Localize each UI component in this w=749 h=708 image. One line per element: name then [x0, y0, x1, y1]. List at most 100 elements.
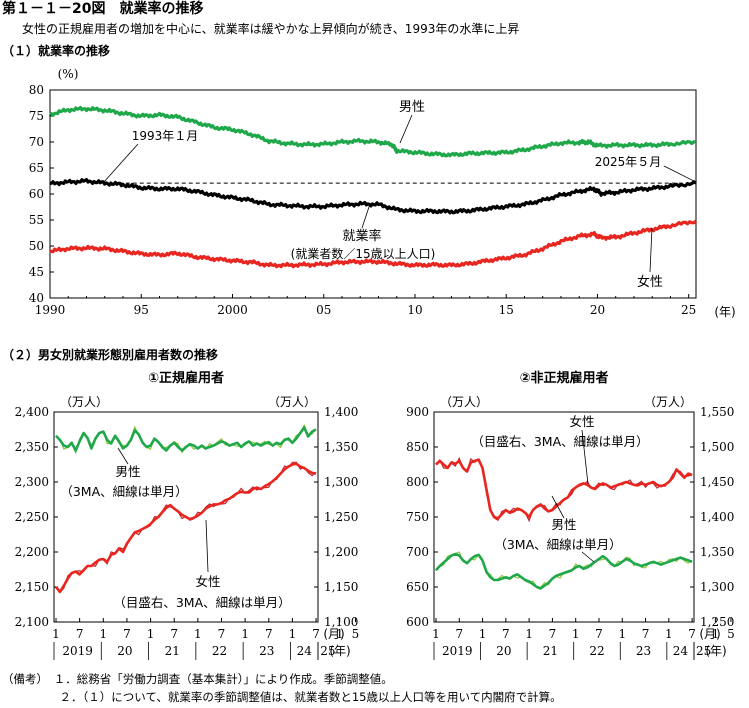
left-tick-label-3: 2,250	[15, 510, 49, 524]
left-tick-label-6: 900	[406, 405, 429, 419]
year-label-5: 24	[673, 644, 689, 658]
annotation-rate-pointer	[361, 203, 371, 229]
month-label-4: 1	[525, 627, 533, 641]
x-tick-label-7: 25	[681, 303, 696, 317]
annotation-pointer-3	[581, 551, 595, 563]
rate-series-line	[49, 177, 697, 215]
annotation-female-pointer	[649, 227, 653, 273]
month-label-7: 7	[595, 627, 603, 641]
x-tick-label-3: 05	[316, 303, 331, 317]
nonregular-employees-chart: ②非正規雇用者 （万人） （万人） 600 650 700 750 800 850 900 1,25…	[406, 370, 735, 660]
annotation-male: 男性	[399, 100, 425, 115]
left-axis-unit: （万人）	[440, 395, 488, 409]
month-label-6: 1	[194, 627, 202, 641]
right-tick-label-5: 1,350	[324, 440, 358, 454]
y-tick-label-8: 80	[29, 83, 44, 97]
left-tick-label-2: 700	[406, 545, 429, 559]
annotation-1993-jan-pointer	[104, 143, 139, 182]
annotation-1993-jan: 1993年１月	[132, 129, 199, 143]
month-label-13: 5	[727, 627, 735, 641]
female-series-line	[49, 219, 698, 269]
annotation-pointer-0	[117, 447, 129, 465]
female-3ma-line	[435, 458, 693, 520]
annotation-2025-may-pointer	[663, 165, 695, 182]
annotation-rate: 就業率	[342, 228, 381, 244]
month-label-8: 1	[618, 627, 626, 641]
month-label-4: 1	[147, 627, 155, 641]
female-3ma-line	[54, 462, 317, 594]
y-tick-label-4: 60	[29, 187, 44, 201]
month-label-11: 7	[312, 627, 320, 641]
right-tick-label-6: 1,550	[700, 405, 734, 419]
year-label-4: 23	[636, 644, 651, 658]
year-label-2: 21	[543, 644, 558, 658]
month-label-0: 1	[52, 627, 60, 641]
annotation-1: （目盛右、3MA、細線は単月）	[471, 434, 648, 449]
left-tick-label-4: 2,300	[15, 475, 49, 489]
section1-title: （１）就業率の推移	[2, 44, 111, 58]
x-tick-label-0: 1990	[35, 303, 66, 317]
page-title: 第１－１－20図 就業率の推移	[2, 1, 204, 17]
x-tick-label-4: 10	[407, 303, 422, 317]
y-tick-label-5: 65	[29, 161, 44, 175]
year-label-3: 22	[212, 644, 227, 658]
left-tick-label-6: 2,400	[15, 405, 49, 419]
left-tick-label-1: 2,150	[15, 580, 49, 594]
year-label-1: 20	[496, 644, 511, 658]
right-tick-label-0: 1,100	[324, 615, 358, 629]
left-axis-unit: （万人）	[60, 395, 108, 409]
month-label-6: 1	[572, 627, 580, 641]
month-label-10: 1	[289, 627, 297, 641]
right-axis-unit: （万人）	[644, 395, 692, 409]
annotation-rate-definition: (就業者数／15歳以上人口)	[291, 246, 436, 261]
year-label-0: 2019	[62, 644, 93, 658]
annotation-pointer-2	[205, 519, 209, 573]
y-tick-label-3: 55	[29, 213, 44, 227]
y-axis-unit: (%)	[58, 67, 79, 81]
male-series-line	[49, 105, 697, 158]
year-label-2: 21	[165, 644, 180, 658]
annotation-3: （3MA、細線は単月）	[494, 537, 621, 552]
month-label-0: 1	[432, 627, 440, 641]
month-label-1: 7	[455, 627, 463, 641]
year-unit: (年)	[329, 644, 350, 658]
right-tick-label-1: 1,150	[324, 580, 358, 594]
annotation-2: 女性	[195, 574, 220, 589]
annotation-0: 男性	[115, 464, 140, 479]
month-label-1: 7	[76, 627, 84, 641]
year-label-3: 22	[589, 644, 604, 658]
annotation-male-pointer	[399, 114, 413, 144]
right-tick-label-1: 1,300	[700, 580, 734, 594]
year-unit: (年)	[705, 644, 726, 658]
right-tick-label-0: 1,250	[700, 615, 734, 629]
left-tick-label-1: 650	[406, 580, 429, 594]
note-2: ２．（１）について、就業率の季節調整値は、就業者数と15歳以上人口等を用いて内閣…	[2, 690, 562, 704]
annotation-0: 女性	[569, 414, 594, 429]
left-tick-label-4: 800	[406, 475, 429, 489]
month-label-9: 7	[265, 627, 273, 641]
annotation-2: 男性	[551, 517, 576, 532]
x-tick-label-2: 2000	[217, 303, 248, 317]
x-tick-label-5: 15	[499, 303, 514, 317]
month-label-5: 7	[549, 627, 557, 641]
male-3ma-line	[434, 552, 693, 590]
annotation-2025-may: 2025年５月	[595, 155, 662, 169]
right-tick-label-3: 1,400	[700, 510, 734, 524]
left-tick-label-5: 2,350	[15, 440, 49, 454]
left-tick-label-3: 750	[406, 510, 429, 524]
note-1: （備考） １．総務省「労働力調査（基本集計）」により作成。季節調整値。	[2, 672, 393, 686]
y-tick-label-0: 40	[29, 291, 44, 305]
left-tick-label-5: 850	[406, 440, 429, 454]
month-label-8: 1	[241, 627, 249, 641]
x-tick-label-6: 20	[590, 303, 605, 317]
month-label-13: 5	[352, 627, 360, 641]
year-label-0: 2019	[442, 644, 473, 658]
month-label-7: 7	[218, 627, 226, 641]
annotation-3: （目盛右、3MA、細線は単月）	[113, 595, 290, 610]
year-label-5: 24	[297, 644, 313, 658]
y-tick-label-2: 50	[29, 239, 44, 253]
male-3ma-line	[55, 426, 317, 452]
month-label-9: 7	[642, 627, 650, 641]
regular-employees-chart: ①正規雇用者 （万人） （万人） 2,100 2,150 2,200 2,250 2,300 2…	[15, 370, 360, 660]
right-tick-label-2: 1,200	[324, 545, 358, 559]
